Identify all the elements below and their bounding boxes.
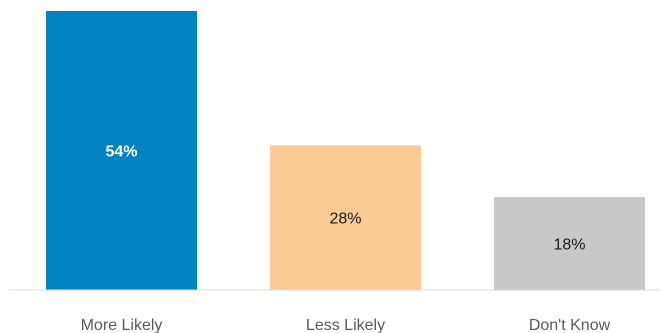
category-label-less-likely: Less Likely bbox=[306, 317, 385, 333]
bar-less-likely bbox=[270, 145, 421, 290]
labels-layer: 54% More Likely 28% Less Likely 18% Don't Kno… bbox=[81, 144, 611, 333]
bar-more-likely bbox=[46, 11, 197, 290]
data-label-less-likely: 28% bbox=[329, 211, 361, 228]
bar-don-t-know bbox=[494, 197, 645, 290]
category-label-more-likely: More Likely bbox=[81, 317, 163, 333]
bars-layer bbox=[46, 11, 645, 290]
data-label-don-t-know: 18% bbox=[553, 237, 585, 254]
data-label-more-likely: 54% bbox=[105, 144, 137, 161]
category-label-don-t-know: Don't Know bbox=[529, 317, 611, 333]
